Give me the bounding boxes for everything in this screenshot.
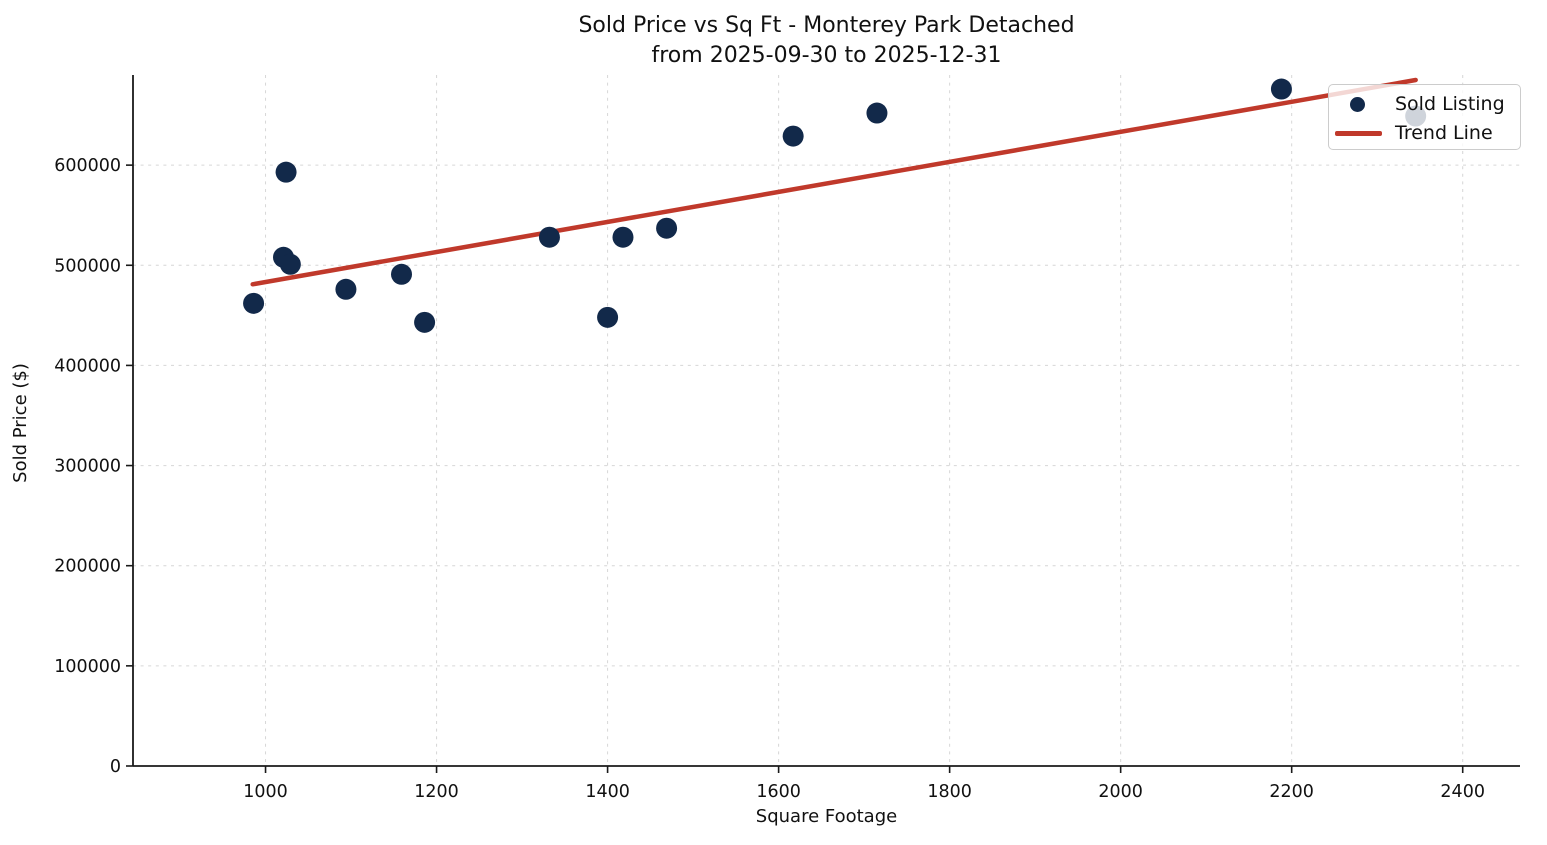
x-tick-label: 2400: [1440, 782, 1485, 802]
y-tick-label: 300000: [54, 457, 121, 477]
scatter-point: [275, 161, 297, 183]
x-tick-label: 1000: [243, 782, 288, 802]
y-tick-label: 100000: [54, 657, 121, 677]
scatter-point: [597, 306, 619, 328]
y-tick-label: 400000: [54, 356, 121, 376]
y-tick-label: 500000: [54, 256, 121, 276]
legend: Sold Listing Trend Line: [1328, 84, 1521, 150]
scatter-point: [612, 226, 634, 248]
trend-line: [250, 77, 1418, 287]
x-tick-label: 2200: [1269, 782, 1314, 802]
y-tick-label: 0: [110, 757, 121, 777]
y-tick-label: 200000: [54, 557, 121, 577]
scatter-point: [538, 226, 560, 248]
y-axis-label: Sold Price ($): [10, 363, 31, 483]
scatter-point: [1270, 78, 1292, 100]
x-axis-label: Square Footage: [755, 806, 898, 827]
scatter-point: [279, 253, 301, 275]
legend-scatter-marker-icon: [1350, 97, 1365, 112]
x-tick-label: 1800: [927, 782, 972, 802]
chart-title: Sold Price vs Sq Ft - Monterey Park Deta…: [578, 13, 1075, 38]
x-tick-label: 2000: [1098, 782, 1143, 802]
scatter-point: [866, 102, 888, 124]
scatter-point: [243, 292, 265, 314]
x-tick-label: 1200: [414, 782, 459, 802]
legend-entry-sold-listing: Sold Listing: [1395, 93, 1505, 115]
chart-title-block: Sold Price vs Sq Ft - Monterey Park Deta…: [133, 11, 1520, 71]
chart-subtitle: from 2025-09-30 to 2025-12-31: [651, 43, 1002, 68]
y-tick-label: 600000: [54, 156, 121, 176]
x-tick-label: 1400: [585, 782, 630, 802]
scatter-point: [782, 125, 804, 147]
scatter-point: [656, 217, 678, 239]
scatter-point: [391, 263, 413, 285]
scatter-point: [414, 311, 436, 333]
x-tick-label: 1600: [756, 782, 801, 802]
legend-entry-trend-line: Trend Line: [1395, 122, 1493, 144]
legend-trend-line-icon: [1335, 131, 1382, 136]
scatter-point: [335, 278, 357, 300]
